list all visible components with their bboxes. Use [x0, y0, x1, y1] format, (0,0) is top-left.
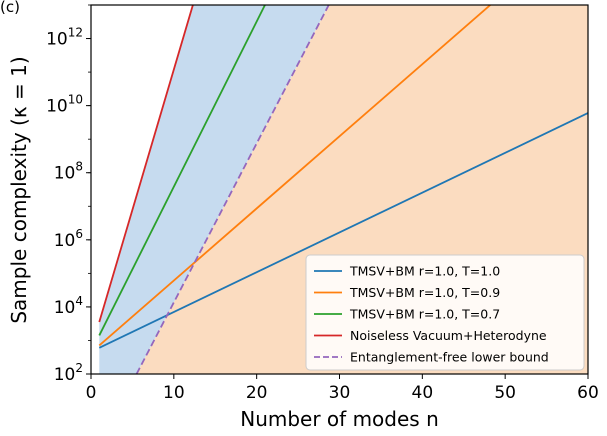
legend-label: TMSV+BM r=1.0, T=1.0 [349, 264, 500, 279]
y-tick-label: 108 [54, 160, 83, 184]
y-tick-label: 104 [54, 294, 83, 318]
x-tick-label: 40 [412, 383, 434, 403]
y-tick-label: 102 [54, 361, 83, 385]
y-axis-label: Sample complexity (κ = 1) [7, 56, 31, 323]
x-axis-label: Number of modes n [240, 407, 439, 431]
y-tick-label: 106 [54, 227, 83, 251]
legend-label: TMSV+BM r=1.0, T=0.7 [349, 307, 500, 322]
x-tick-label: 60 [577, 383, 599, 403]
legend-box [305, 254, 585, 371]
blue-shaded-region [99, 5, 329, 374]
series-line-3 [98, 5, 266, 336]
x-tick-label: 20 [246, 383, 268, 403]
y-tick-label: 1010 [46, 93, 83, 117]
x-tick-label: 10 [163, 383, 185, 403]
x-tick-label: 50 [494, 383, 516, 403]
legend-label: Noiseless Vacuum+Heterodyne [350, 328, 547, 343]
y-tick-label: 1012 [46, 26, 83, 50]
legend-label: TMSV+BM r=1.0, T=0.9 [349, 285, 500, 300]
series-line-2 [98, 5, 492, 347]
series-line-4 [98, 5, 194, 323]
series-line-5 [135, 5, 330, 374]
x-tick-label: 30 [329, 383, 351, 403]
panel-label: (c) [0, 0, 20, 16]
legend-label: Entanglement-free lower bound [350, 350, 549, 365]
x-tick-label: 0 [86, 383, 97, 403]
series-line-1 [98, 112, 588, 349]
